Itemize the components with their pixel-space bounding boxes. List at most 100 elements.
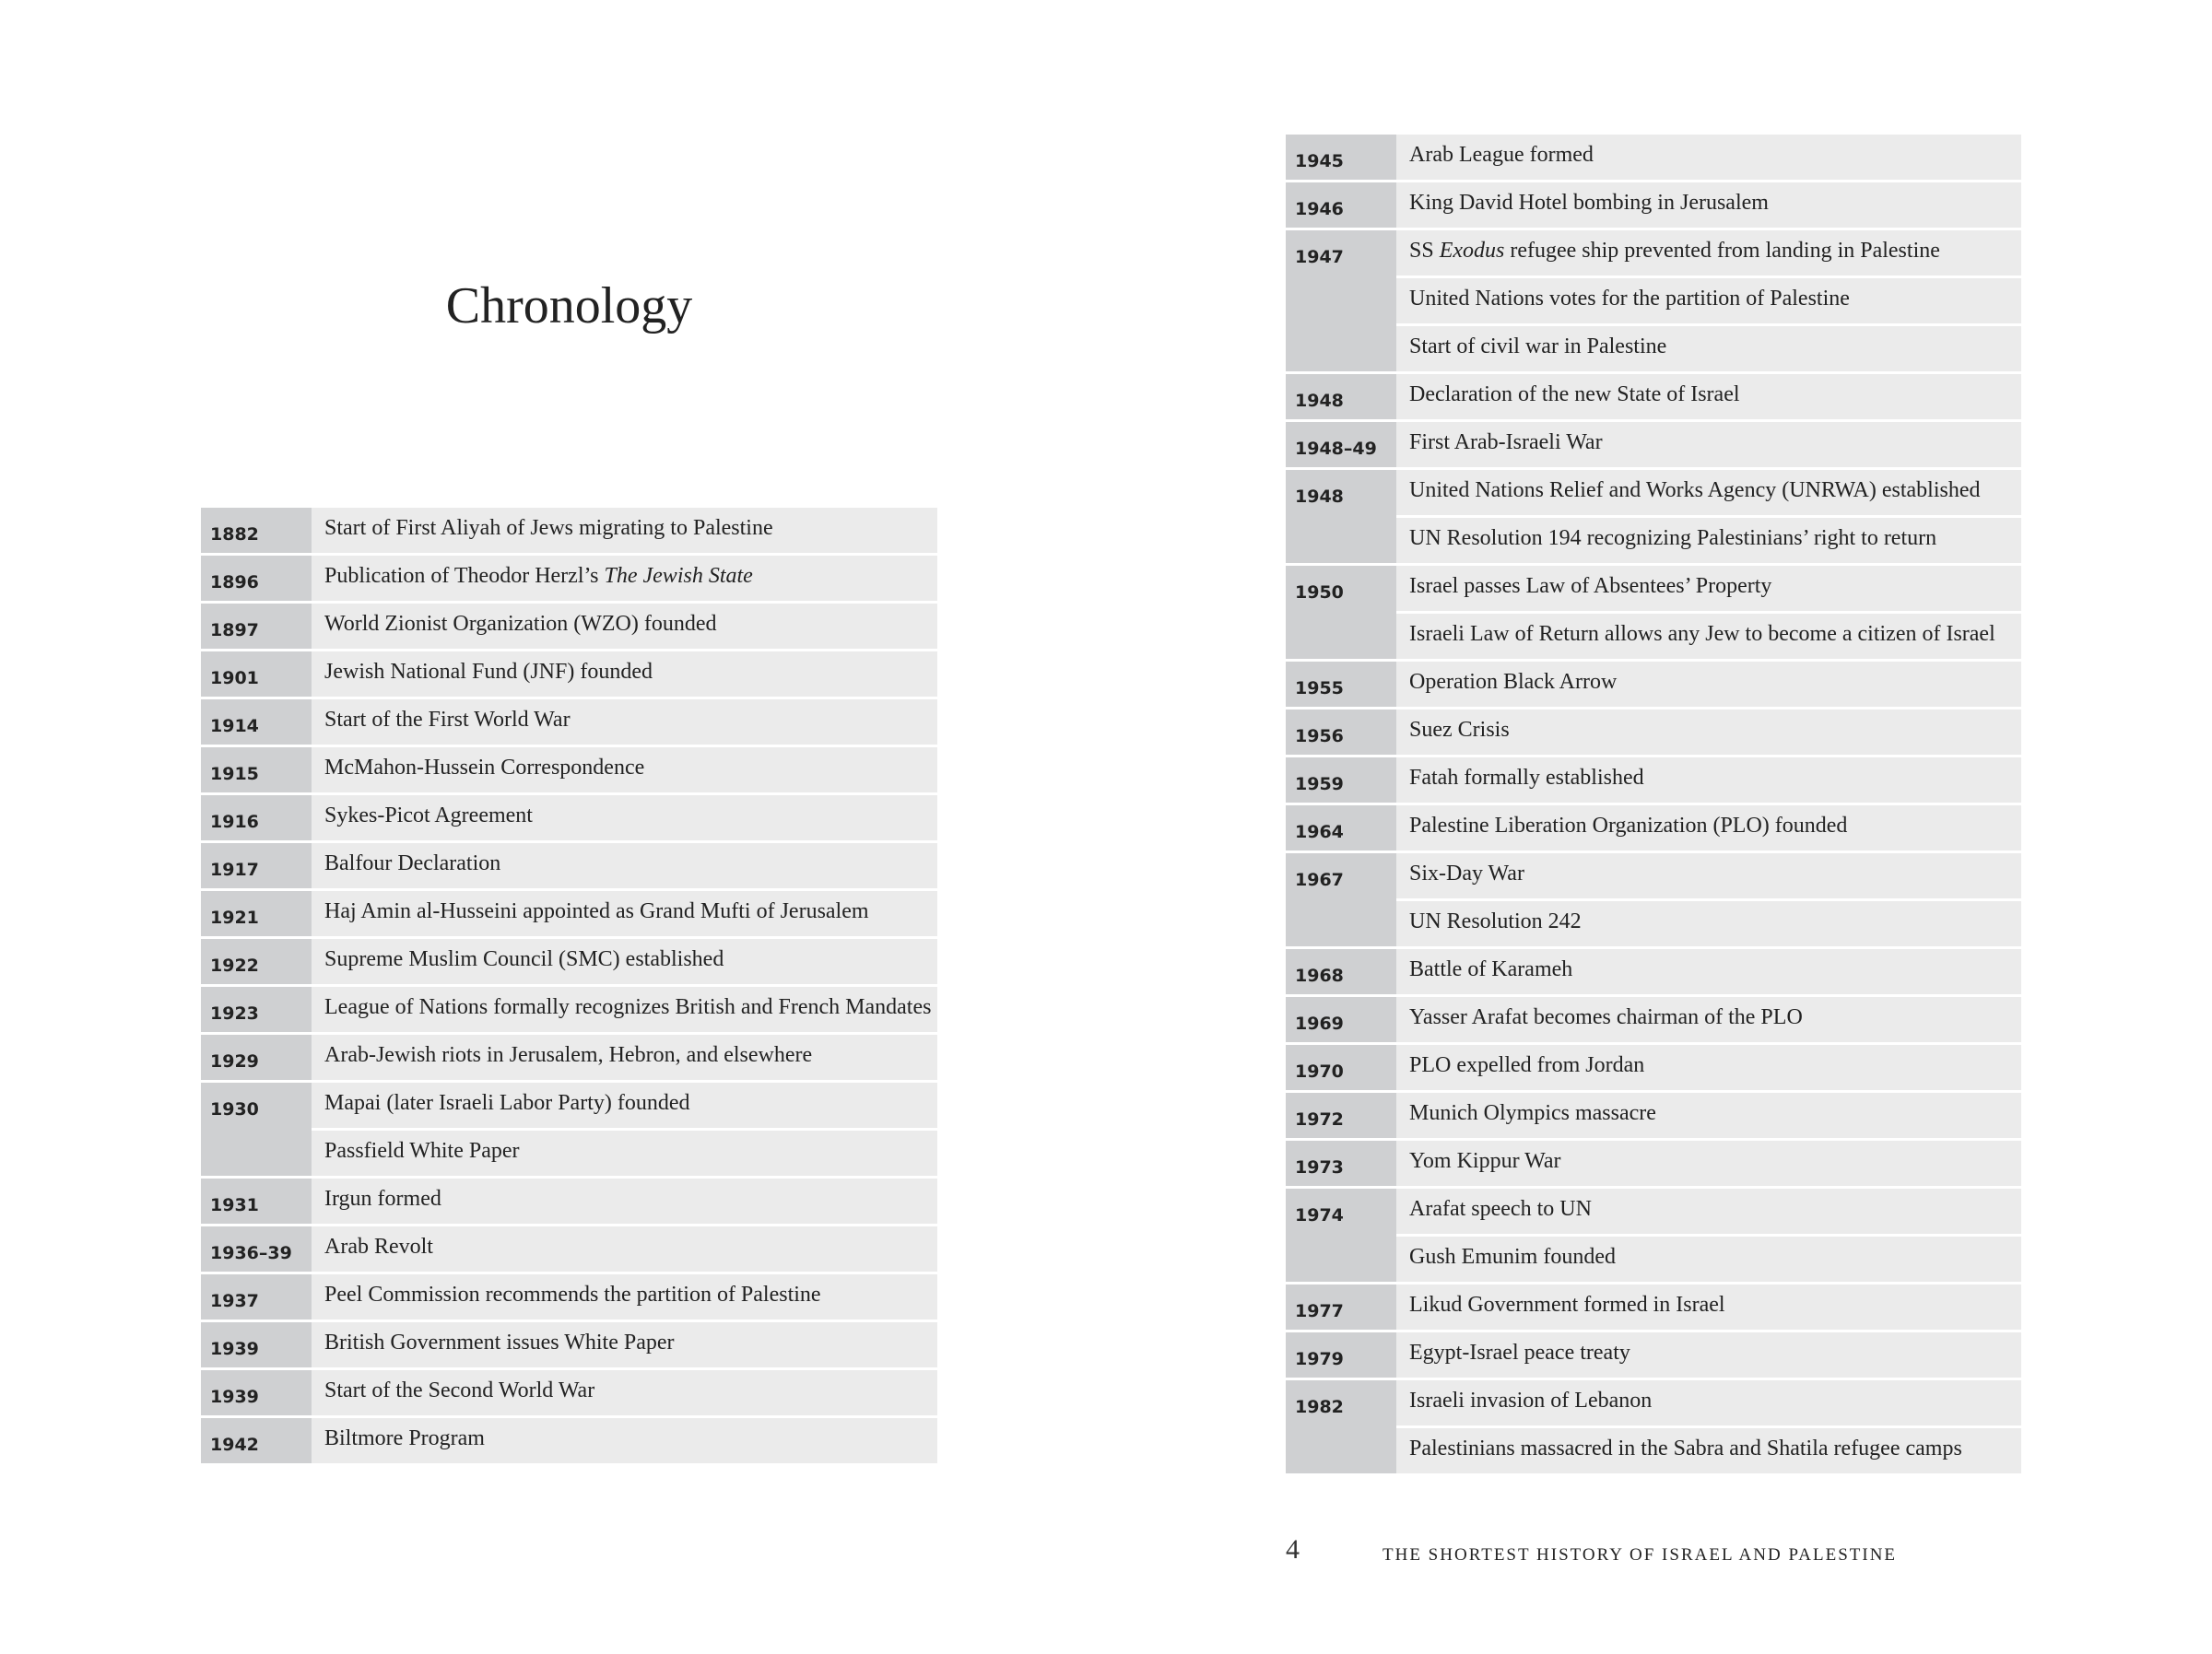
events-cell: Biltmore Program (312, 1418, 937, 1463)
event-text: Haj Amin al-Husseini appointed as Grand … (312, 891, 937, 936)
events-cell: Munich Olympics massacre (1396, 1093, 2021, 1138)
table-row: 1970 PLO expelled from Jordan (1286, 1045, 2021, 1090)
events-cell: Supreme Muslim Council (SMC) established (312, 939, 937, 984)
event-text: UN Resolution 194 recognizing Palestinia… (1396, 518, 2021, 563)
table-row: 1917 Balfour Declaration (201, 843, 937, 888)
event-text: Start of the Second World War (312, 1370, 937, 1415)
event-text: Yasser Arafat becomes chairman of the PL… (1396, 997, 2021, 1042)
event-text: King David Hotel bombing in Jerusalem (1396, 182, 2021, 228)
year-cell: 1955 (1286, 662, 1396, 707)
events-cell: King David Hotel bombing in Jerusalem (1396, 182, 2021, 228)
table-row: 1947 SS Exodus refugee ship prevented fro… (1286, 230, 2021, 371)
chronology-table-right: 1945 Arab League formed 1946 King David Hot… (1286, 135, 2021, 1476)
year-cell: 1948–49 (1286, 422, 1396, 467)
event-text: Israel passes Law of Absentees’ Property (1396, 566, 2021, 611)
event-text: Balfour Declaration (312, 843, 937, 888)
event-text: UN Resolution 242 (1396, 901, 2021, 946)
year-cell: 1930 (201, 1083, 312, 1176)
event-text: United Nations Relief and Works Agency (… (1396, 470, 2021, 515)
table-row: 1948–49 First Arab-Israeli War (1286, 422, 2021, 467)
table-row: 1916 Sykes-Picot Agreement (201, 795, 937, 840)
events-cell: Yom Kippur War (1396, 1141, 2021, 1186)
table-row: 1929 Arab-Jewish riots in Jerusalem, Hebr… (201, 1035, 937, 1080)
year-cell: 1967 (1286, 853, 1396, 946)
events-cell: Mapai (later Israeli Labor Party) founde… (312, 1083, 937, 1176)
events-cell: First Arab-Israeli War (1396, 422, 2021, 467)
event-text: Passfield White Paper (312, 1131, 937, 1176)
year-cell: 1939 (201, 1322, 312, 1367)
events-cell: Declaration of the new State of Israel (1396, 374, 2021, 419)
event-text: British Government issues White Paper (312, 1322, 937, 1367)
event-text: Arafat speech to UN (1396, 1189, 2021, 1234)
event-text: Irgun formed (312, 1179, 937, 1224)
event-text: Jewish National Fund (JNF) founded (312, 651, 937, 697)
table-row: 1901 Jewish National Fund (JNF) founded (201, 651, 937, 697)
event-text: Battle of Karameh (1396, 949, 2021, 994)
year-cell: 1939 (201, 1370, 312, 1415)
event-text: Palestinians massacred in the Sabra and … (1396, 1428, 2021, 1473)
year-cell: 1896 (201, 556, 312, 601)
year-cell: 1923 (201, 987, 312, 1032)
table-row: 1968 Battle of Karameh (1286, 949, 2021, 994)
table-row: 1948 United Nations Relief and Works Agen… (1286, 470, 2021, 563)
table-row: 1955 Operation Black Arrow (1286, 662, 2021, 707)
event-text: League of Nations formally recognizes Br… (312, 987, 937, 1032)
year-cell: 1969 (1286, 997, 1396, 1042)
events-cell: Fatah formally established (1396, 757, 2021, 803)
event-text: Declaration of the new State of Israel (1396, 374, 2021, 419)
page-title: Chronology (445, 277, 693, 334)
events-cell: Arafat speech to UN Gush Emunim founded (1396, 1189, 2021, 1282)
table-row: 1921 Haj Amin al-Husseini appointed as Gr… (201, 891, 937, 936)
table-row: 1922 Supreme Muslim Council (SMC) establi… (201, 939, 937, 984)
event-text: Start of civil war in Palestine (1396, 326, 2021, 371)
year-cell: 1956 (1286, 710, 1396, 755)
year-cell: 1921 (201, 891, 312, 936)
year-cell: 1964 (1286, 805, 1396, 850)
table-row: 1946 King David Hotel bombing in Jerusale… (1286, 182, 2021, 228)
event-text: Israeli invasion of Lebanon (1396, 1380, 2021, 1425)
table-row: 1982 Israeli invasion of Lebanon Palestini… (1286, 1380, 2021, 1473)
year-cell: 1968 (1286, 949, 1396, 994)
table-row: 1915 McMahon-Hussein Correspondence (201, 747, 937, 792)
event-text: World Zionist Organization (WZO) founded (312, 604, 937, 649)
table-row: 1974 Arafat speech to UN Gush Emunim found… (1286, 1189, 2021, 1282)
table-row: 1979 Egypt-Israel peace treaty (1286, 1332, 2021, 1378)
table-row: 1967 Six-Day War UN Resolution 242 (1286, 853, 2021, 946)
year-cell: 1948 (1286, 470, 1396, 563)
events-cell: Egypt-Israel peace treaty (1396, 1332, 2021, 1378)
table-row: 1896 Publication of Theodor Herzl’s The J… (201, 556, 937, 601)
year-cell: 1974 (1286, 1189, 1396, 1282)
event-text: Likud Government formed in Israel (1396, 1284, 2021, 1330)
event-text: PLO expelled from Jordan (1396, 1045, 2021, 1090)
events-cell: Publication of Theodor Herzl’s The Jewis… (312, 556, 937, 601)
events-cell: Sykes-Picot Agreement (312, 795, 937, 840)
table-row: 1945 Arab League formed (1286, 135, 2021, 180)
table-row: 1964 Palestine Liberation Organization (P… (1286, 805, 2021, 850)
events-cell: Yasser Arafat becomes chairman of the PL… (1396, 997, 2021, 1042)
year-cell: 1947 (1286, 230, 1396, 371)
event-text: Suez Crisis (1396, 710, 2021, 755)
table-row: 1931 Irgun formed (201, 1179, 937, 1224)
event-text: Israeli Law of Return allows any Jew to … (1396, 614, 2021, 659)
year-cell: 1950 (1286, 566, 1396, 659)
year-cell: 1945 (1286, 135, 1396, 180)
year-cell: 1977 (1286, 1284, 1396, 1330)
event-text: Yom Kippur War (1396, 1141, 2021, 1186)
event-text: Arab League formed (1396, 135, 2021, 180)
table-row: 1930 Mapai (later Israeli Labor Party) fo… (201, 1083, 937, 1176)
events-cell: Six-Day War UN Resolution 242 (1396, 853, 2021, 946)
events-cell: PLO expelled from Jordan (1396, 1045, 2021, 1090)
events-cell: Suez Crisis (1396, 710, 2021, 755)
events-cell: Palestine Liberation Organization (PLO) … (1396, 805, 2021, 850)
event-text: Egypt-Israel peace treaty (1396, 1332, 2021, 1378)
year-cell: 1931 (201, 1179, 312, 1224)
year-cell: 1897 (201, 604, 312, 649)
year-cell: 1937 (201, 1274, 312, 1320)
events-cell: Balfour Declaration (312, 843, 937, 888)
events-cell: Likud Government formed in Israel (1396, 1284, 2021, 1330)
table-row: 1897 World Zionist Organization (WZO) fou… (201, 604, 937, 649)
events-cell: Israel passes Law of Absentees’ Property… (1396, 566, 2021, 659)
table-row: 1972 Munich Olympics massacre (1286, 1093, 2021, 1138)
year-cell: 1882 (201, 508, 312, 553)
table-row: 1948 Declaration of the new State of Isra… (1286, 374, 2021, 419)
